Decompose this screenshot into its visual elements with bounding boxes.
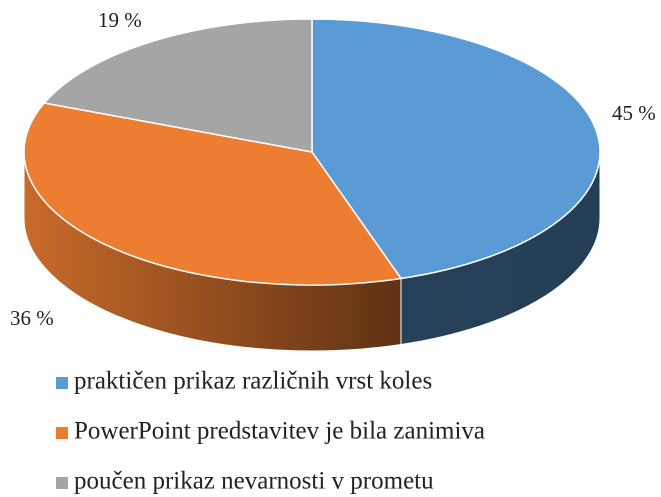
- legend-swatch: [56, 377, 68, 389]
- slice: [23, 102, 403, 286]
- data-label: 19 %: [98, 8, 142, 32]
- slice: [42, 18, 313, 153]
- slice: [311, 18, 601, 280]
- legend-label: praktičen prikaz različnih vrst koles: [74, 368, 432, 395]
- legend-label: PowerPoint predstavitev je bila zanimiva: [74, 418, 485, 445]
- data-label: 36 %: [10, 306, 54, 330]
- data-label: 45 %: [612, 101, 656, 125]
- legend-swatch: [56, 477, 68, 489]
- legend-label: poučen prikaz nevarnosti v prometu: [74, 468, 434, 495]
- legend-swatch: [56, 427, 68, 439]
